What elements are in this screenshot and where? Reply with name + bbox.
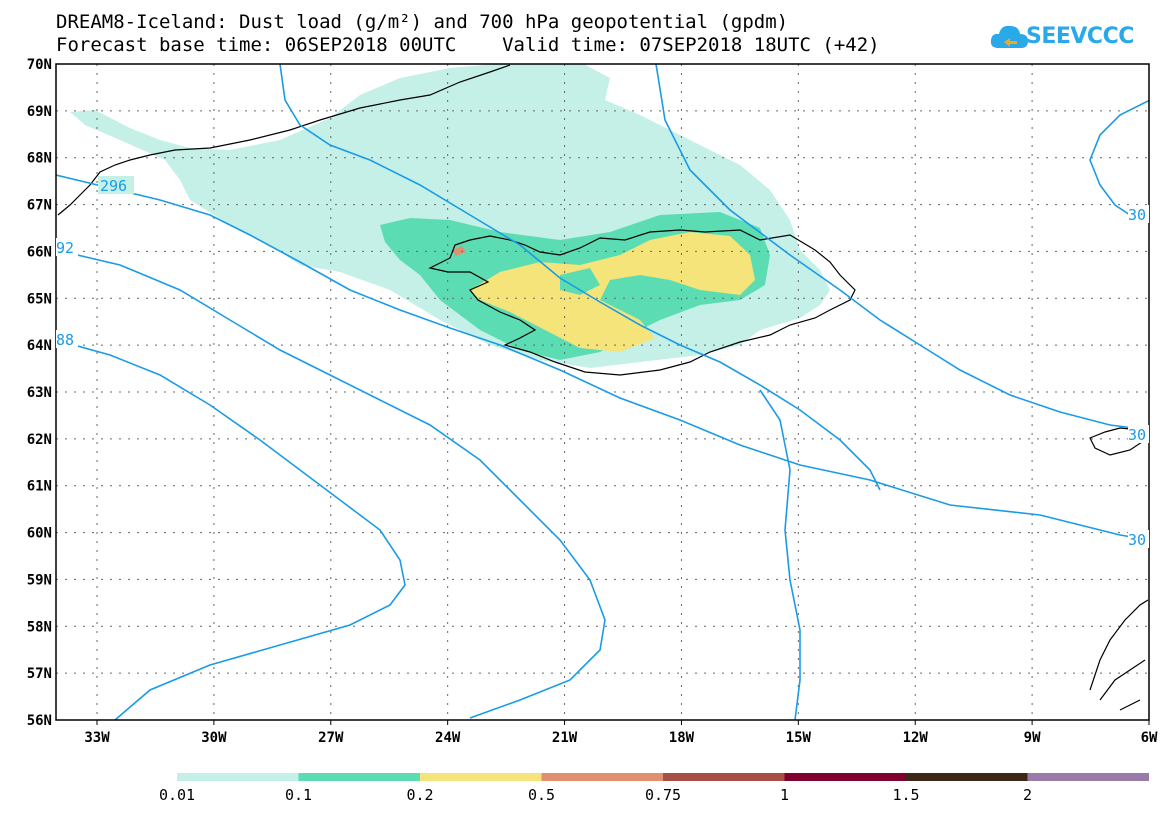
latitude-label: 70N xyxy=(27,57,52,73)
longitude-label: 12W xyxy=(903,730,929,746)
latitude-label: 66N xyxy=(27,244,52,260)
longitude-label: 33W xyxy=(84,730,110,746)
latitude-label: 58N xyxy=(27,619,52,635)
geopotential-contours xyxy=(56,64,1149,720)
latitude-label: 56N xyxy=(27,713,52,729)
longitude-label: 15W xyxy=(786,730,812,746)
latitude-label: 65N xyxy=(27,291,52,307)
legend-swatch xyxy=(298,773,420,781)
latitude-label: 62N xyxy=(27,432,52,448)
legend-tick-label: 2 xyxy=(1023,786,1032,804)
longitude-label: 24W xyxy=(435,730,461,746)
longitude-label: 21W xyxy=(552,730,578,746)
legend-swatch xyxy=(663,773,785,781)
legend-tick-label: 0.5 xyxy=(528,786,555,804)
legend-swatch xyxy=(541,773,663,781)
color-legend: 0.01 0.1 0.2 0.5 0.75 1 1.5 2 xyxy=(159,773,1149,804)
legend-tick-label: 0.2 xyxy=(406,786,433,804)
seevccc-logo: SEEVCCC xyxy=(990,20,1140,58)
legend-tick-label: 0.01 xyxy=(159,786,195,804)
dust-field-high xyxy=(470,232,755,352)
longitude-label: 6W xyxy=(1141,730,1158,746)
cloud-icon xyxy=(990,25,1028,48)
map-frame xyxy=(55,63,1150,721)
legend-swatch xyxy=(784,773,906,781)
latitude-label: 61N xyxy=(27,479,52,495)
latitude-label: 67N xyxy=(27,198,52,214)
contour-label: 92 xyxy=(56,239,74,257)
latitude-labels: 70N 69N 68N 67N 66N 65N 64N 63N 62N 61N 60N 59N 58N 5… xyxy=(27,57,52,729)
legend-tick-label: 0.75 xyxy=(645,786,681,804)
latitude-label: 60N xyxy=(27,526,52,542)
longitude-label: 18W xyxy=(669,730,695,746)
logo-text: SEEVCCC xyxy=(1026,24,1134,49)
contour-label-group: 296 92 88 30 30 30 xyxy=(56,176,1149,549)
legend-swatch xyxy=(906,773,1028,781)
longitude-labels: 33W 30W 27W 24W 21W 18W 15W 12W 9W 6W xyxy=(84,730,1158,746)
legend-tick-label: 0.1 xyxy=(285,786,312,804)
contour-label: 88 xyxy=(56,331,74,349)
legend-swatch xyxy=(420,773,542,781)
contour-label: 30 xyxy=(1128,426,1146,444)
contour-label: 30 xyxy=(1128,206,1146,224)
map-title: DREAM8-Iceland: Dust load (g/m²) and 700… xyxy=(56,11,789,33)
map-subtitle: Forecast base time: 06SEP2018 00UTC Vali… xyxy=(56,34,880,56)
latitude-label: 59N xyxy=(27,572,52,588)
latitude-label: 63N xyxy=(27,385,52,401)
legend-swatch xyxy=(177,773,299,781)
contour-label: 296 xyxy=(100,177,127,195)
latitude-label: 68N xyxy=(27,151,52,167)
longitude-label: 9W xyxy=(1024,730,1041,746)
latitude-label: 64N xyxy=(27,338,52,354)
legend-tick-label: 1 xyxy=(780,786,789,804)
longitude-label: 27W xyxy=(318,730,344,746)
legend-tick-label: 1.5 xyxy=(892,786,919,804)
longitude-label: 30W xyxy=(201,730,227,746)
contour-label: 30 xyxy=(1128,531,1146,549)
latitude-label: 69N xyxy=(27,104,52,120)
grid-lines xyxy=(56,64,1150,725)
latitude-label: 57N xyxy=(27,666,52,682)
legend-swatch xyxy=(1027,773,1149,781)
